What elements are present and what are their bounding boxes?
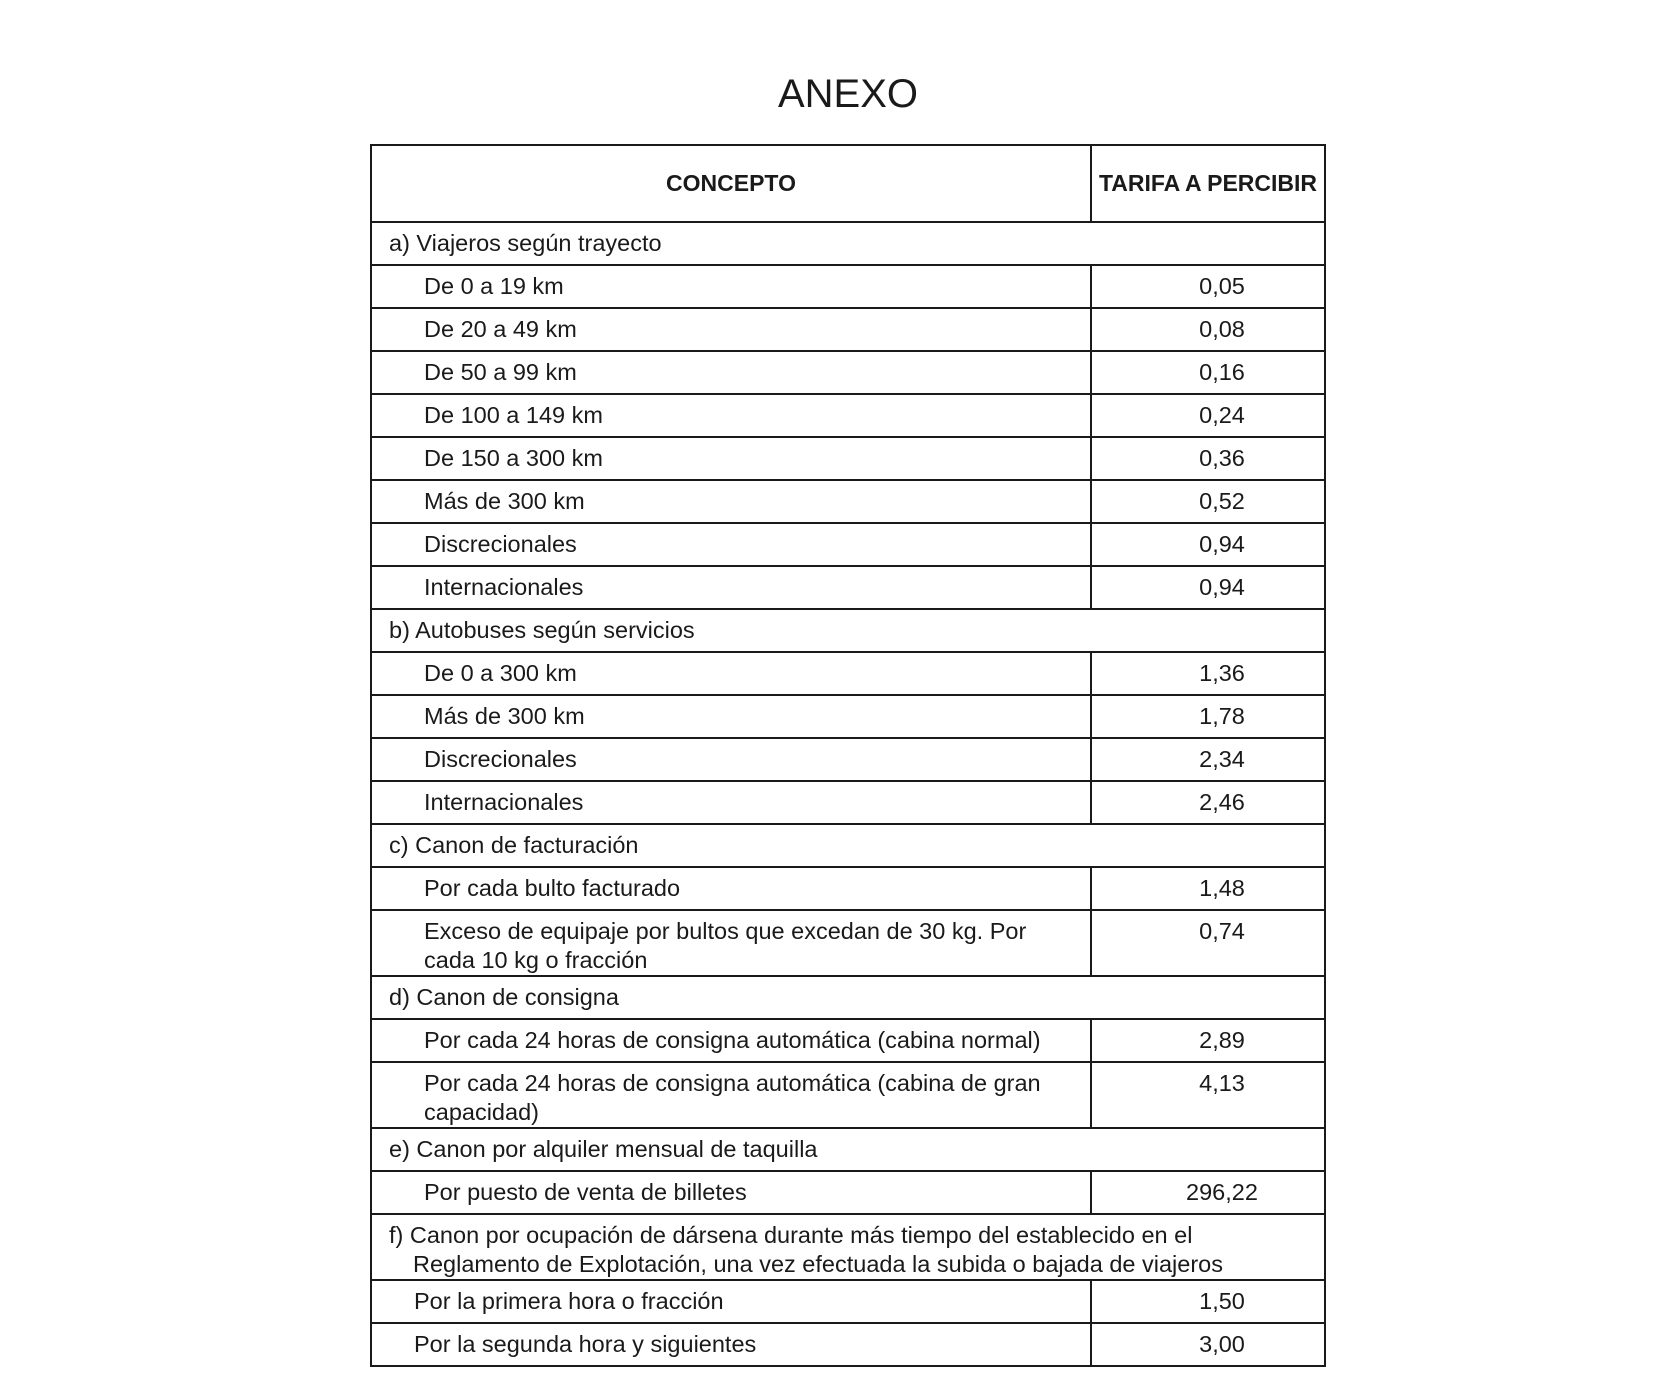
tariff-cell: 0,24 [1090, 393, 1326, 438]
tariff-cell: 2,34 [1090, 737, 1326, 782]
concept-cell: Internacionales [370, 565, 1092, 610]
tariff-cell: 0,94 [1090, 522, 1326, 567]
concept-cell: Por cada 24 horas de consigna automática… [370, 1061, 1092, 1129]
concept-cell: Por cada 24 horas de consigna automática… [370, 1018, 1092, 1063]
item-row: Por cada bulto facturado 1,48 [370, 866, 1326, 911]
item-row: Discrecionales 2,34 [370, 737, 1326, 782]
concept-cell: Más de 300 km [370, 479, 1092, 524]
header-row: CONCEPTO TARIFA A PERCIBIR [370, 144, 1326, 223]
section-row: a) Viajeros según trayecto [370, 221, 1326, 266]
concept-cell: De 50 a 99 km [370, 350, 1092, 395]
concept-cell: Más de 300 km [370, 694, 1092, 739]
item-row: Internacionales 0,94 [370, 565, 1326, 610]
item-row: Exceso de equipaje por bultos que exceda… [370, 909, 1326, 977]
concept-cell: Por la primera hora o fracción [370, 1279, 1092, 1324]
item-row: Internacionales 2,46 [370, 780, 1326, 825]
section-cell: f) Canon por ocupación de dársena durant… [370, 1213, 1326, 1281]
section-cell: d) Canon de consigna [370, 975, 1326, 1020]
concept-cell: Por puesto de venta de billetes [370, 1170, 1092, 1215]
item-row: Por la primera hora o fracción 1,50 [370, 1279, 1326, 1324]
section-cell: c) Canon de facturación [370, 823, 1326, 868]
item-row: Por la segunda hora y siguientes 3,00 [370, 1322, 1326, 1367]
table-body: a) Viajeros según trayecto De 0 a 19 km 0,… [370, 221, 1326, 1367]
item-row: Por cada 24 horas de consigna automática… [370, 1061, 1326, 1129]
tariff-cell: 2,46 [1090, 780, 1326, 825]
tariff-cell: 1,48 [1090, 866, 1326, 911]
item-row: Por puesto de venta de billetes 296,22 [370, 1170, 1326, 1215]
tariff-cell: 0,08 [1090, 307, 1326, 352]
tariff-cell: 0,52 [1090, 479, 1326, 524]
item-row: De 150 a 300 km 0,36 [370, 436, 1326, 481]
tariff-cell: 0,05 [1090, 264, 1326, 309]
tariff-cell: 0,94 [1090, 565, 1326, 610]
item-row: Discrecionales 0,94 [370, 522, 1326, 567]
concept-cell: Por cada bulto facturado [370, 866, 1092, 911]
tariff-cell: 3,00 [1090, 1322, 1326, 1367]
concept-cell: De 20 a 49 km [370, 307, 1092, 352]
section-cell: e) Canon por alquiler mensual de taquill… [370, 1127, 1326, 1172]
section-text: f) Canon por ocupación de dársena durant… [389, 1222, 1223, 1277]
tariff-cell: 1,36 [1090, 651, 1326, 696]
tariff-cell: 1,78 [1090, 694, 1326, 739]
tariff-cell: 1,50 [1090, 1279, 1326, 1324]
section-row: b) Autobuses según servicios [370, 608, 1326, 653]
header-cell: CONCEPTO [370, 144, 1092, 223]
section-cell: a) Viajeros según trayecto [370, 221, 1326, 266]
concept-cell: De 150 a 300 km [370, 436, 1092, 481]
concept-cell: Por la segunda hora y siguientes [370, 1322, 1092, 1367]
concept-cell: Exceso de equipaje por bultos que exceda… [370, 909, 1092, 977]
item-row: Más de 300 km 0,52 [370, 479, 1326, 524]
tariff-cell: 0,16 [1090, 350, 1326, 395]
tariff-cell: 0,74 [1090, 909, 1326, 977]
section-row: c) Canon de facturación [370, 823, 1326, 868]
item-row: De 100 a 149 km 0,24 [370, 393, 1326, 438]
tariff-cell: 2,89 [1090, 1018, 1326, 1063]
item-row: De 50 a 99 km 0,16 [370, 350, 1326, 395]
concept-cell: Discrecionales [370, 737, 1092, 782]
tariff-cell: 0,36 [1090, 436, 1326, 481]
tariff-cell: 4,13 [1090, 1061, 1326, 1129]
section-row: f) Canon por ocupación de dársena durant… [370, 1213, 1326, 1281]
concept-cell: De 0 a 19 km [370, 264, 1092, 309]
item-row: Más de 300 km 1,78 [370, 694, 1326, 739]
title: ANEXO [777, 72, 919, 116]
section-row: e) Canon por alquiler mensual de taquill… [370, 1127, 1326, 1172]
item-row: Por cada 24 horas de consigna automática… [370, 1018, 1326, 1063]
section-cell: b) Autobuses según servicios [370, 608, 1326, 653]
item-row: De 0 a 300 km 1,36 [370, 651, 1326, 696]
concept-cell: Discrecionales [370, 522, 1092, 567]
concept-cell: De 100 a 149 km [370, 393, 1092, 438]
tariff-table: CONCEPTO TARIFA A PERCIBIR a) Viajeros s… [370, 144, 1326, 1367]
item-row: De 0 a 19 km 0,05 [370, 264, 1326, 309]
section-row: d) Canon de consigna [370, 975, 1326, 1020]
item-row: De 20 a 49 km 0,08 [370, 307, 1326, 352]
header-cell: TARIFA A PERCIBIR [1090, 144, 1326, 223]
concept-cell: Internacionales [370, 780, 1092, 825]
tariff-cell: 296,22 [1090, 1170, 1326, 1215]
concept-cell: De 0 a 300 km [370, 651, 1092, 696]
